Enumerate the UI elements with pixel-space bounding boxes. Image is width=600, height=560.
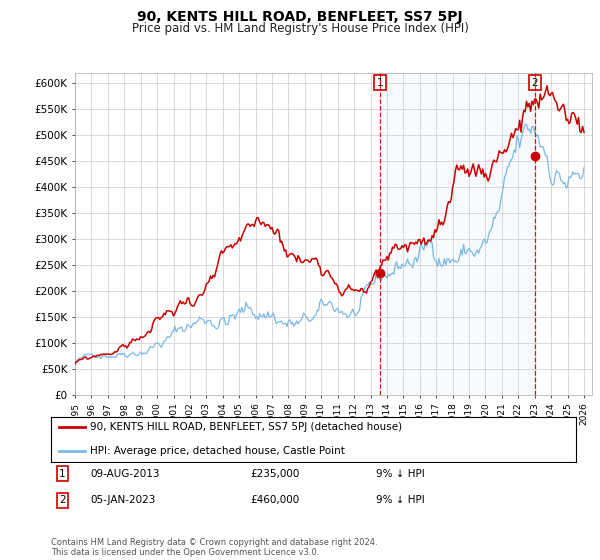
Text: 1: 1 (59, 469, 66, 479)
Text: 9% ↓ HPI: 9% ↓ HPI (377, 495, 425, 505)
Text: Contains HM Land Registry data © Crown copyright and database right 2024.
This d: Contains HM Land Registry data © Crown c… (51, 538, 377, 557)
Text: 9% ↓ HPI: 9% ↓ HPI (377, 469, 425, 479)
Text: 09-AUG-2013: 09-AUG-2013 (91, 469, 160, 479)
Text: HPI: Average price, detached house, Castle Point: HPI: Average price, detached house, Cast… (91, 446, 345, 456)
Text: Price paid vs. HM Land Registry's House Price Index (HPI): Price paid vs. HM Land Registry's House … (131, 22, 469, 35)
Text: 2: 2 (532, 78, 538, 87)
Text: £460,000: £460,000 (251, 495, 300, 505)
Text: 1: 1 (377, 78, 383, 87)
Text: £235,000: £235,000 (251, 469, 300, 479)
Text: 2: 2 (59, 495, 66, 505)
Text: 05-JAN-2023: 05-JAN-2023 (91, 495, 156, 505)
Text: 90, KENTS HILL ROAD, BENFLEET, SS7 5PJ: 90, KENTS HILL ROAD, BENFLEET, SS7 5PJ (137, 10, 463, 24)
Bar (380, 73, 535, 395)
Text: 90, KENTS HILL ROAD, BENFLEET, SS7 5PJ (detached house): 90, KENTS HILL ROAD, BENFLEET, SS7 5PJ (… (91, 422, 403, 432)
